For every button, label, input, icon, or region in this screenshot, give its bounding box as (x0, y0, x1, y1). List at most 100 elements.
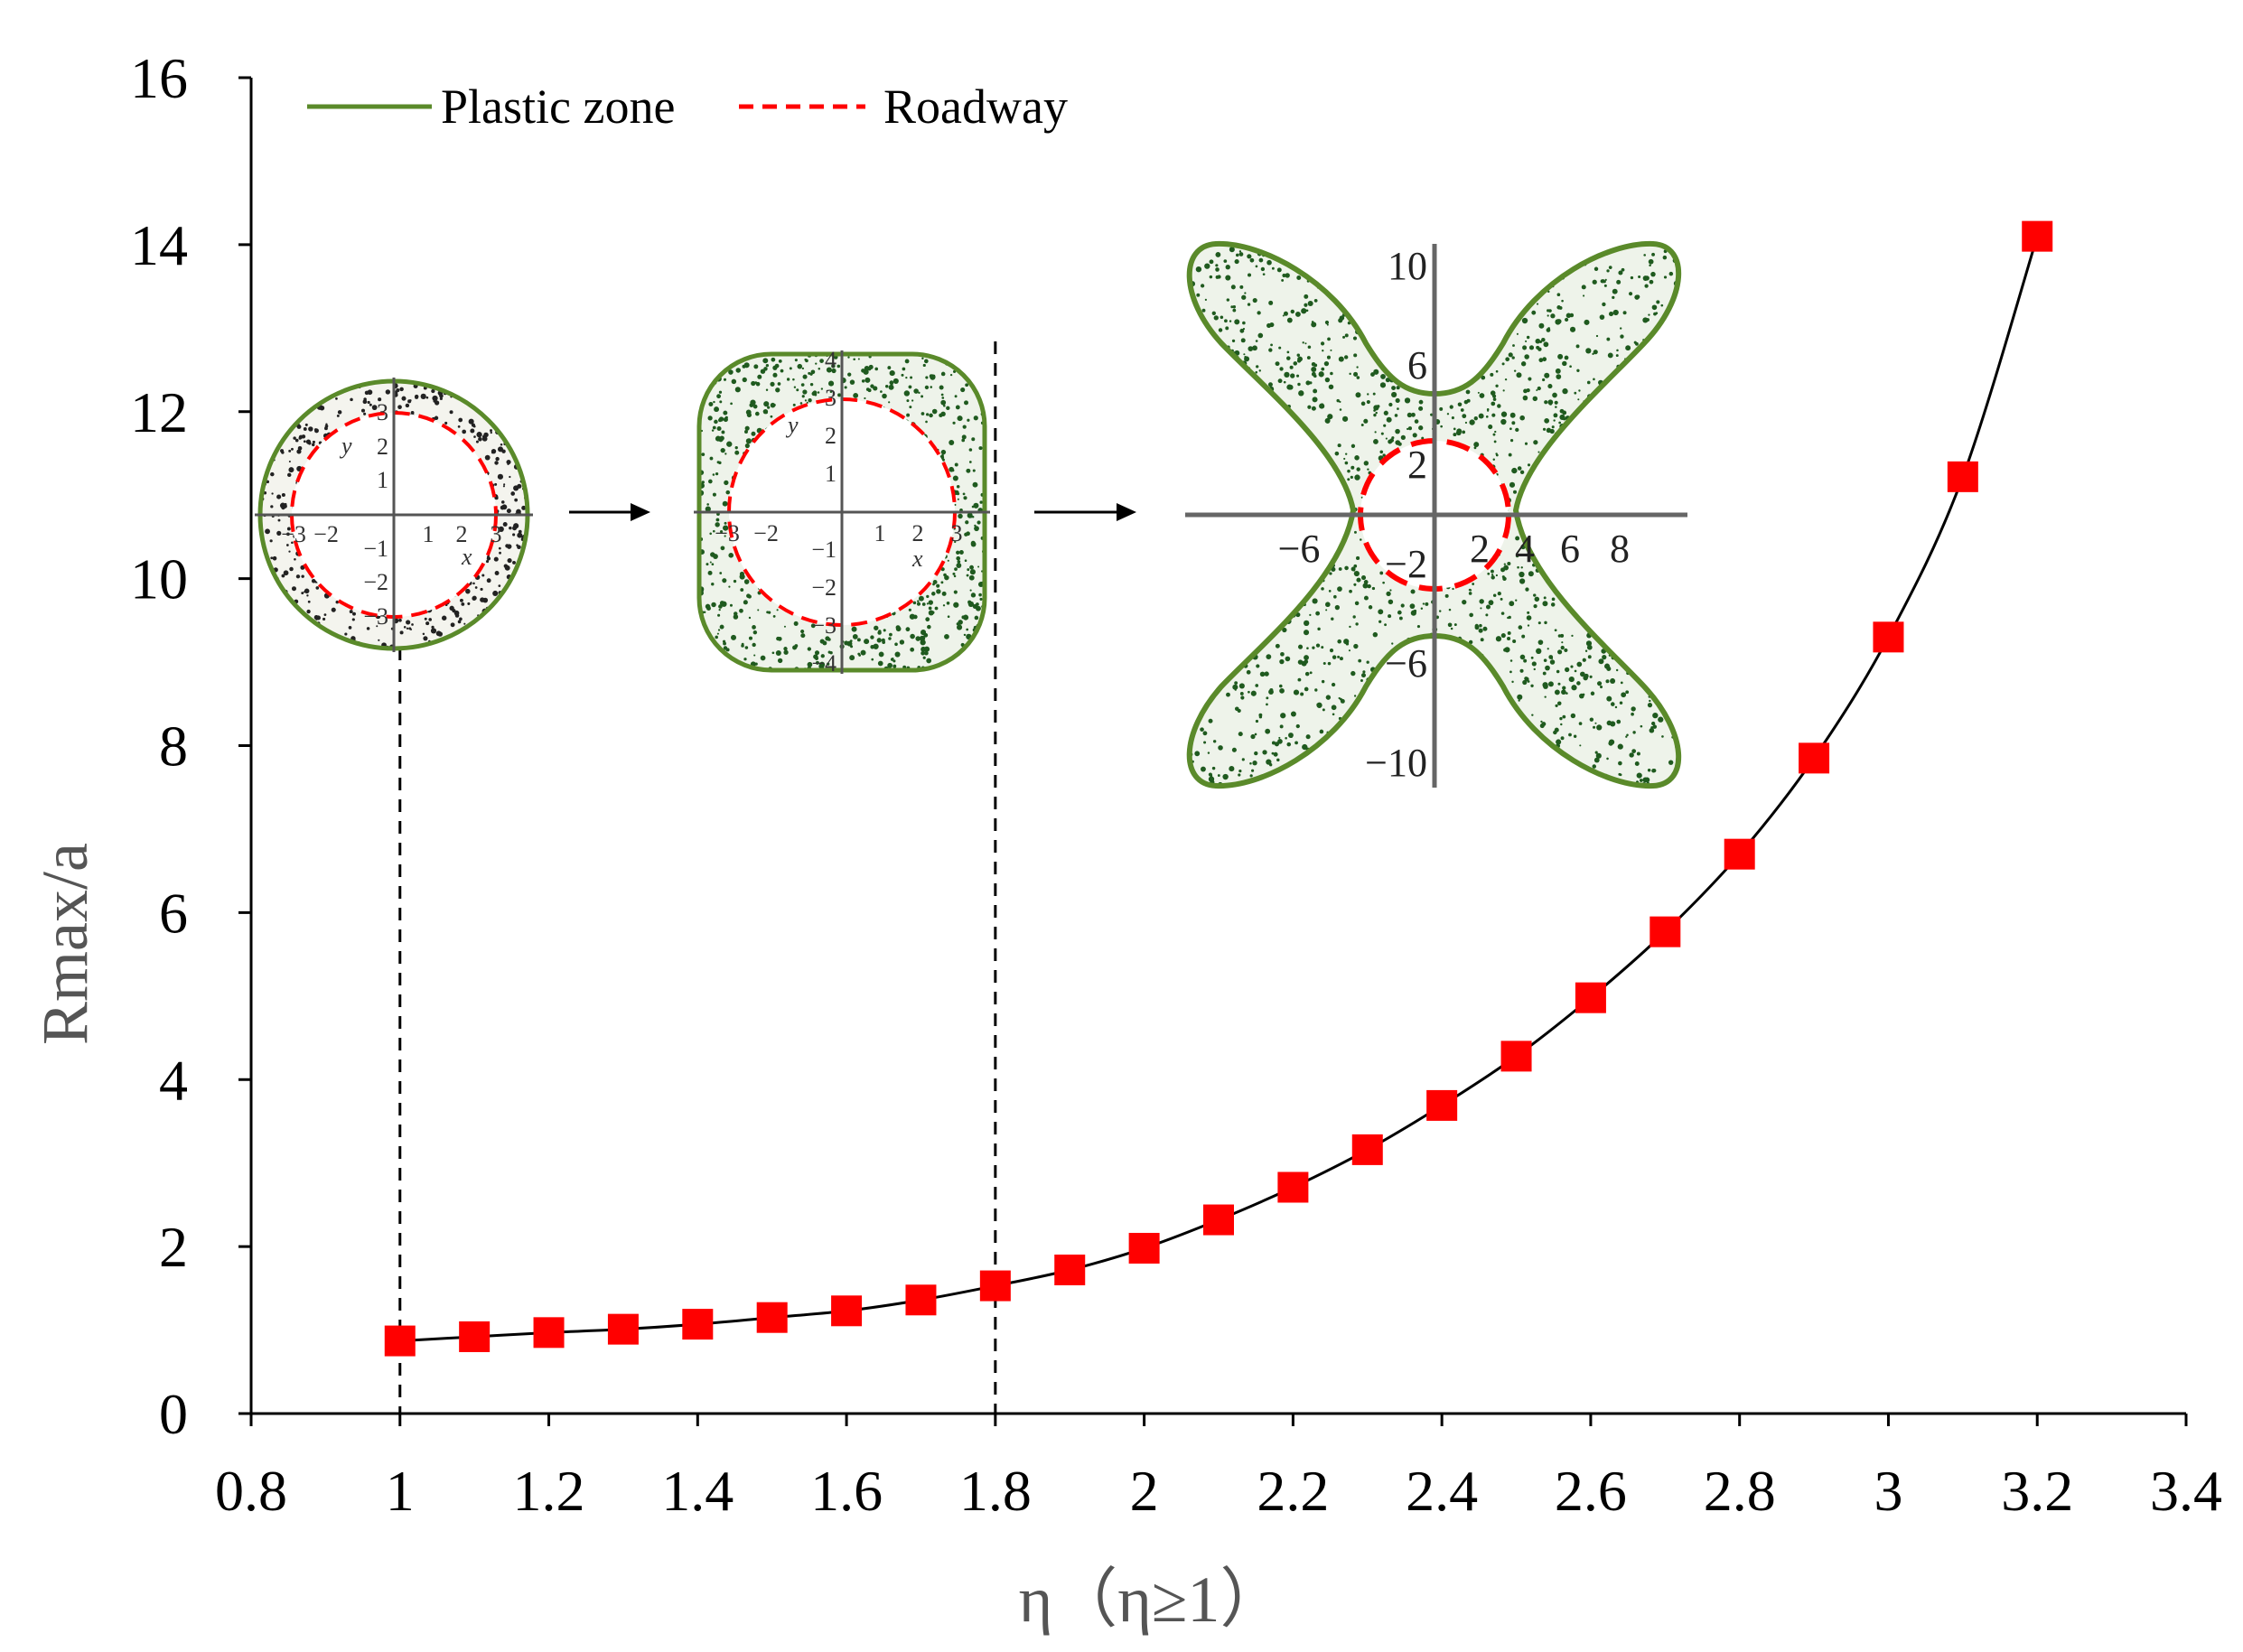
x-tick-label: 3 (1874, 1459, 1902, 1523)
inset-tick-label: −2 (363, 569, 388, 595)
data-point (2022, 220, 2053, 252)
data-point (831, 1295, 863, 1327)
x-tick-label: 1.8 (959, 1459, 1032, 1523)
inset-tick-label: 1 (423, 521, 435, 547)
inset-tick-label: 3 (825, 385, 836, 411)
x-tick-label: 2 (1130, 1459, 1159, 1523)
inset-tick-label: 3 (377, 399, 388, 425)
data-point (1128, 1232, 1160, 1264)
data-point (1799, 742, 1830, 774)
x-tick-label: 1.6 (810, 1459, 883, 1523)
inset-tick-label: −3 (715, 520, 740, 546)
y-tick-label: 12 (130, 380, 188, 444)
inset-tick-label: −2 (753, 520, 779, 546)
inset-tick-label: 2 (1470, 527, 1490, 571)
inset-tick-label: −1 (363, 536, 388, 562)
data-point (1203, 1204, 1234, 1236)
inset-tick-label: −10 (1365, 741, 1427, 785)
inset-tick-label: −2 (811, 574, 836, 601)
x-tick-label: 3.2 (2001, 1459, 2073, 1523)
y-tick-label: 14 (130, 213, 188, 277)
inset-tick-label: 2 (825, 423, 836, 449)
reference-lines (398, 341, 997, 1414)
data-point (1277, 1171, 1309, 1203)
data-point (905, 1284, 937, 1316)
data-point (682, 1309, 714, 1340)
inset-tick-label: 4 (825, 347, 836, 373)
data-point (1947, 461, 1978, 492)
y-tick-label: 6 (159, 881, 188, 945)
data-point (607, 1313, 639, 1345)
x-tick-label: 1 (386, 1459, 415, 1523)
data-point (1873, 621, 1904, 653)
series-markers (384, 220, 2053, 1357)
inset-tick-label: −2 (1385, 542, 1427, 586)
data-point (1575, 982, 1606, 1013)
x-tick-label: 3.4 (2150, 1459, 2222, 1523)
series-line (399, 236, 2039, 1343)
x-tick-label: 2.2 (1257, 1459, 1329, 1523)
data-point (1054, 1255, 1086, 1286)
data-point (1500, 1041, 1532, 1072)
inset-tick-label: −3 (281, 521, 306, 547)
inset-tick-label: −6 (1385, 641, 1427, 686)
inset-tick-label: 6 (1560, 527, 1580, 571)
inset-axis-label: x (911, 546, 923, 572)
y-axis-title: Rmax/a (29, 843, 101, 1045)
inset-tick-label: −6 (1278, 527, 1321, 571)
inset-tick-label: 4 (1515, 527, 1535, 571)
axes (238, 76, 2188, 1426)
x-tick-label: 2.8 (1704, 1459, 1776, 1523)
arrow-head (631, 503, 650, 521)
y-tick-label: 2 (159, 1215, 188, 1279)
inset-tick-label: 8 (1610, 527, 1630, 571)
inset-tick-label: 2 (456, 521, 468, 547)
legend: Plastic zone Roadway (307, 79, 1068, 134)
y-tick-label: 8 (159, 714, 188, 779)
data-curve (399, 236, 2039, 1343)
inset-tick-label: −2 (313, 521, 339, 547)
inset-tick-label: −3 (363, 603, 388, 630)
data-point (1724, 838, 1755, 870)
data-point (1351, 1134, 1383, 1165)
inset-tick-label: 2 (1407, 443, 1427, 487)
inset-tick-label: −3 (811, 612, 836, 639)
x-tick-label: 1.2 (513, 1459, 585, 1523)
inset-tick-label: 2 (377, 434, 388, 460)
axis-titles: η（η≥1） Rmax/a (29, 843, 1285, 1636)
tick-labels: 0.8 1 1.2 1.4 1.6 1.8 2 2.2 2.4 2.6 2.8 3 3.2 3.40246… (130, 46, 2222, 1523)
data-point (1426, 1089, 1458, 1121)
inset-tick-label: 6 (1407, 343, 1427, 387)
inset-axis-label: y (785, 412, 799, 438)
inset-tick-label: 1 (377, 467, 388, 493)
inset-tick-label: 10 (1388, 244, 1427, 288)
y-tick-label: 4 (159, 1048, 188, 1112)
x-axis-title: η（η≥1） (1019, 1563, 1285, 1636)
legend-plastic-zone-label: Plastic zone (441, 79, 675, 134)
inset-tick-label: 1 (825, 461, 836, 487)
data-point (979, 1270, 1011, 1302)
data-point (756, 1302, 788, 1333)
y-tick-label: 0 (159, 1382, 188, 1446)
inset-tick-label: 3 (491, 521, 502, 547)
legend-roadway-label: Roadway (883, 79, 1068, 134)
y-tick-label: 16 (130, 46, 188, 110)
data-point (459, 1321, 491, 1352)
x-tick-label: 2.6 (1555, 1459, 1627, 1523)
data-point (533, 1317, 565, 1349)
inset-axis-label: x (461, 544, 472, 570)
inset-tick-label: 3 (951, 520, 963, 546)
x-tick-label: 0.8 (215, 1459, 287, 1523)
inset-tick-label: −1 (811, 537, 836, 563)
y-tick-label: 10 (130, 547, 188, 611)
x-tick-label: 1.4 (661, 1459, 734, 1523)
data-point (1650, 916, 1681, 947)
inset-axis-label: y (339, 433, 352, 459)
inset-tick-label: 2 (912, 520, 924, 546)
x-tick-label: 2.4 (1406, 1459, 1478, 1523)
